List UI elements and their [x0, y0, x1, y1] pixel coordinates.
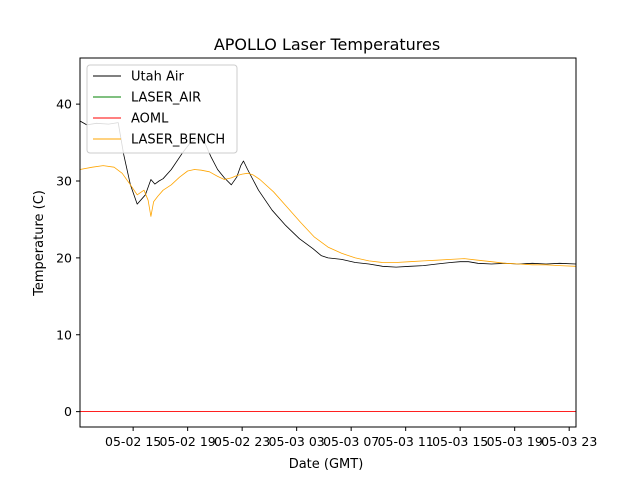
x-tick-label: 05-03 07	[323, 434, 379, 449]
legend-box	[86, 64, 238, 154]
plot-frame	[79, 57, 577, 428]
y-tick-label: 10	[56, 327, 72, 342]
x-tick-label: 05-03 11	[378, 434, 434, 449]
y-axis-label: Temperature (C)	[32, 190, 47, 297]
x-tick-label: 05-03 19	[487, 434, 543, 449]
legend-entry-label: LASER_BENCH	[131, 133, 225, 148]
y-tick-label: 30	[56, 174, 72, 189]
x-tick-label: 05-02 15	[105, 434, 161, 449]
legend-entry-label: Utah Air	[131, 70, 184, 85]
x-tick-label: 05-02 19	[160, 434, 216, 449]
chart-title: APOLLO Laser Temperatures	[214, 35, 440, 54]
y-tick-label: 40	[56, 97, 72, 112]
y-tick-label: 20	[56, 250, 72, 265]
legend-entry-label: LASER_AIR	[131, 91, 201, 106]
x-tick-label: 05-03 15	[432, 434, 488, 449]
x-tick-label: 05-03 03	[269, 434, 325, 449]
series-line-utah-air	[79, 120, 577, 268]
legend-entry-label: AOML	[131, 112, 169, 127]
x-tick-label: 05-02 23	[214, 434, 270, 449]
y-tick-label: 0	[64, 404, 72, 419]
x-tick-label: 05-03 23	[541, 434, 597, 449]
legend: Utah Air LASER_AIR AOML LASER_BENCH	[86, 64, 238, 154]
series-line-laser-bench	[79, 165, 577, 267]
x-axis-label: Date (GMT)	[289, 457, 364, 472]
